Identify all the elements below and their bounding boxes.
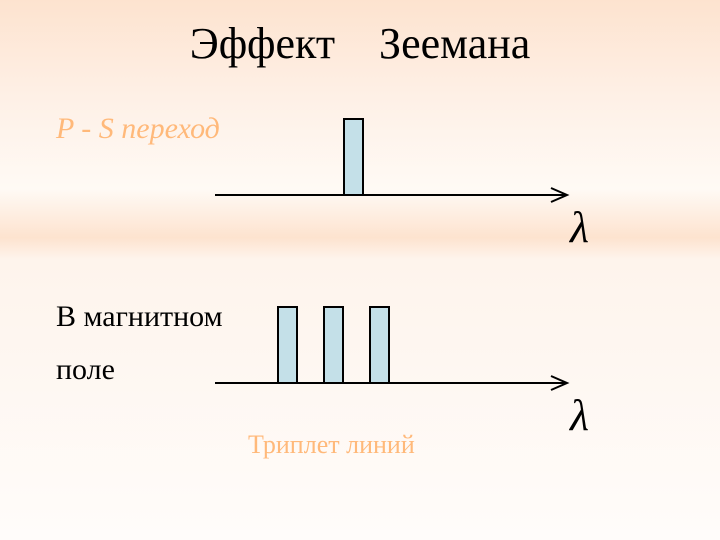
spectral-line xyxy=(323,306,344,384)
spectral-line xyxy=(343,118,364,196)
magnetic-field-label: В магнитном поле xyxy=(56,300,226,387)
lambda-bottom: λ xyxy=(570,390,589,441)
diagram-no-field: λ xyxy=(215,100,575,230)
spectral-line xyxy=(277,306,298,384)
spectral-line xyxy=(369,306,390,384)
magnetic-line1: В магнитном xyxy=(56,300,223,333)
lambda-top: λ xyxy=(570,202,589,253)
triplet-label: Триплет линий xyxy=(248,430,415,460)
diagram-in-field: λ xyxy=(215,288,575,418)
page-title: Эффект Зеемана xyxy=(0,18,720,69)
transition-label: P - S переход xyxy=(56,112,220,146)
axis-bottom xyxy=(215,288,575,418)
axis-top xyxy=(215,100,575,230)
magnetic-line2: поле xyxy=(56,353,226,388)
